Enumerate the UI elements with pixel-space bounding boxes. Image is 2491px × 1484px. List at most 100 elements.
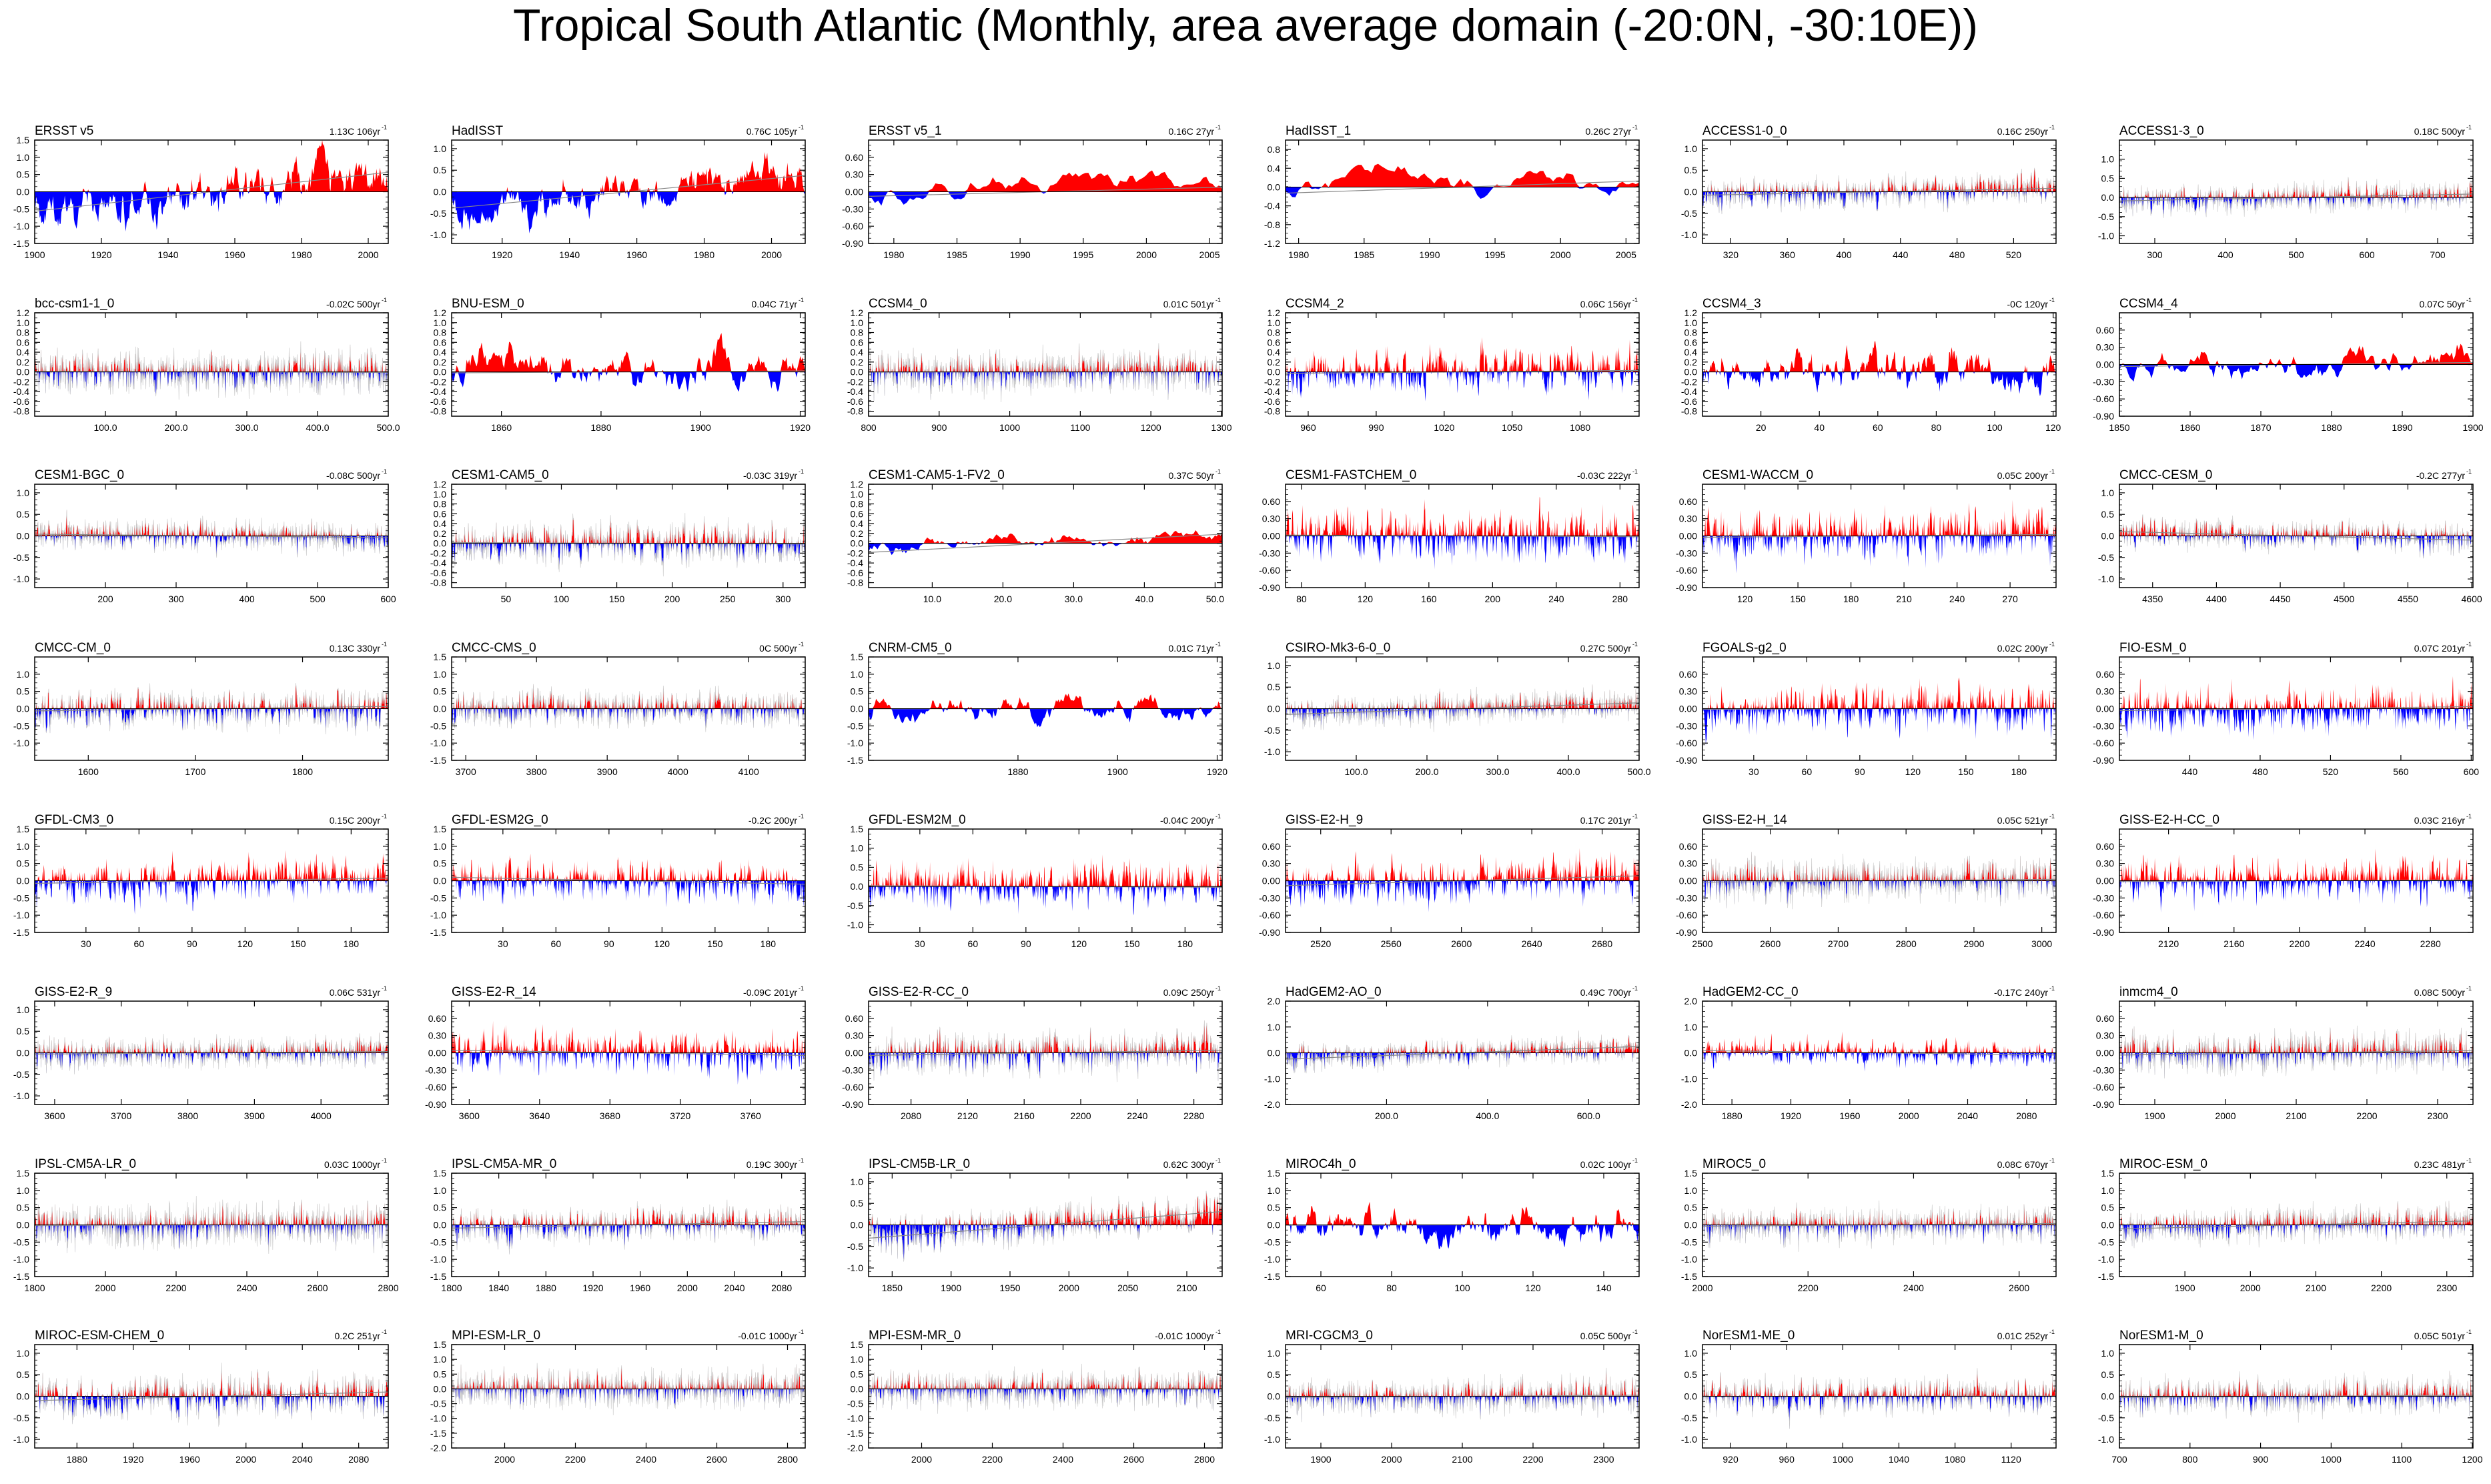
trend-unit-sup-giss-e2-h-cc-0: -1 <box>2466 813 2472 820</box>
trend-value-bnu-esm-0: 0.04C <box>752 299 779 309</box>
y-tick-label-cesm1-fastchem-0-0: -0.90 <box>1259 582 1280 593</box>
trend-period-fio-esm-0: 201yr <box>2442 643 2465 654</box>
series-negative-noresm1-me-0 <box>1702 1395 2057 1429</box>
trend-period-ccsm4-2: 156yr <box>1608 299 1631 309</box>
trend-period-mpi-esm-lr-0: 1000yr <box>769 1331 797 1341</box>
x-tick-label-cesm1-waccm-0-5: 270 <box>2002 594 2018 604</box>
series-positive-access1-3-0 <box>2119 177 2474 199</box>
y-tick-label-ipsl-cm5a-lr-0-1: -1.0 <box>13 1254 29 1265</box>
trend-value-access1-3-0: 0.18C <box>2414 126 2442 137</box>
series-negative-ccsm4-4 <box>2119 364 2473 382</box>
x-tick-label-ersst-v5-1-1: 1985 <box>947 249 967 260</box>
y-tick-label-giss-e2-h-9-3: 0.00 <box>1262 876 1280 886</box>
x-tick-label-ipsl-cm5a-mr-0-1: 1840 <box>488 1283 509 1293</box>
panel-title-cesm1-cam5-1-fv2-0: CESM1-CAM5-1-FV2_0 <box>869 468 1005 482</box>
y-tick-label-miroc-esm-chem-0-2: 0.0 <box>17 1391 30 1402</box>
x-tick-label-cesm1-waccm-0-3: 210 <box>1896 594 1912 604</box>
y-tick-label-ccsm4-2-5: 0.2 <box>1268 357 1281 367</box>
x-tick-label-cmcc-cesm-0-3: 4500 <box>2334 594 2354 604</box>
y-tick-label-bnu-esm-0-8: 0.8 <box>434 327 447 338</box>
series-negative-hadgem2-cc-0 <box>1702 1052 2056 1072</box>
y-tick-label-fgoals-g2-0-0: -0.90 <box>1676 755 1697 766</box>
trend-unit-sup-access1-0-0: -1 <box>2049 124 2055 131</box>
y-tick-label-miroc5-0-0: -1.5 <box>1681 1271 1697 1282</box>
panel-ipsl-cm5b-lr-0: -1.0 -0.5 0.0 0.5 1.0 1850 1900 1950 2000 2050 210… <box>847 1157 1223 1293</box>
trend-period-inmcm4-0: 500yr <box>2442 987 2465 998</box>
x-tick-label-ipsl-cm5b-lr-0-4: 2050 <box>1117 1283 1138 1293</box>
y-tick-label-gfdl-esm2g-0-2: -0.5 <box>430 892 446 903</box>
series-positive-mri-cgcm3-0 <box>1286 1367 1640 1397</box>
x-tick-label-gfdl-esm2g-0-3: 120 <box>654 938 670 949</box>
panel-ccsm4-0: -0.8-0.6-0.4-0.20.00.20.40.60.81.01.2 800… <box>847 297 1232 433</box>
trend-period-cmcc-cms-0: 500yr <box>774 643 797 654</box>
y-tick-label-miroc-esm-chem-0-3: 0.5 <box>17 1369 30 1380</box>
trend-unit-sup-giss-e2-r-cc-0: -1 <box>1215 985 1221 992</box>
panel-title-ccsm4-3: CCSM4_3 <box>1702 297 1761 311</box>
y-tick-label-cesm1-cam5-1-fv2-0-6: 0.4 <box>851 518 864 529</box>
series-negative-fio-esm-0 <box>2119 708 2473 740</box>
y-tick-label-ccsm4-0-0: -0.8 <box>847 406 863 417</box>
series-negative-cmcc-cms-0 <box>452 708 806 732</box>
y-tick-label-ipsl-cm5a-lr-0-4: 0.5 <box>17 1203 30 1213</box>
series-positive-hadisst-1 <box>1286 163 1639 187</box>
x-tick-label-cesm1-cam5-0-1: 100 <box>554 594 570 604</box>
series-negative-gfdl-esm2m-0 <box>869 886 1222 916</box>
series-positive-hadgem2-ao-0 <box>1286 1030 1640 1054</box>
x-tick-label-access1-0-0-1: 360 <box>1780 249 1796 260</box>
y-tick-label-csiro-mk3-6-0-0-2: 0.0 <box>1268 704 1281 714</box>
panel-title-giss-e2-h-cc-0: GISS-E2-H-CC_0 <box>2119 813 2219 827</box>
trend-period-gfdl-esm2m-0: 200yr <box>1191 815 1214 826</box>
y-tick-label-cesm1-cam5-1-fv2-0-10: 1.2 <box>851 479 864 490</box>
x-tick-label-giss-e2-h-cc-0-3: 2240 <box>2354 938 2375 949</box>
y-tick-label-fio-esm-0-2: -0.30 <box>2093 720 2114 731</box>
series-negative-access1-3-0 <box>2119 197 2474 218</box>
series-positive-miroc-esm-0 <box>2119 1201 2474 1226</box>
y-tick-label-ersst-v5-1-4: 0.30 <box>845 169 863 180</box>
y-tick-label-bcc-csm1-1-0-1: -0.6 <box>13 396 29 407</box>
trend-value-ccsm4-2: 0.06C <box>1580 299 1608 309</box>
y-tick-label-cmcc-cesm-0-1: -0.5 <box>2098 552 2114 563</box>
x-tick-label-hadisst-3: 1980 <box>694 249 714 260</box>
series-positive-ipsl-cm5a-mr-0 <box>452 1199 805 1226</box>
y-tick-label-ccsm4-2-9: 1.0 <box>1268 317 1281 328</box>
y-tick-label-ccsm4-0-4: 0.0 <box>851 367 864 378</box>
trend-value-cesm1-waccm-0: 0.05C <box>1997 470 2025 481</box>
x-tick-label-mpi-esm-mr-0-2: 2400 <box>1053 1454 1073 1465</box>
x-tick-label-ccsm4-3-3: 80 <box>1931 422 1942 433</box>
y-tick-label-giss-e2-r-14-1: -0.60 <box>425 1082 446 1092</box>
trend-unit-sup-csiro-mk3-6-0-0: -1 <box>1632 641 1638 648</box>
y-tick-label-cesm1-waccm-0-2: -0.30 <box>1676 548 1697 558</box>
x-tick-label-miroc5-0-1: 2200 <box>1798 1283 1819 1293</box>
x-tick-label-access1-3-0-1: 400 <box>2217 249 2233 260</box>
x-tick-label-ipsl-cm5b-lr-0-1: 1900 <box>941 1283 961 1293</box>
trend-value-cesm1-cam5-0: -0.03C <box>743 470 774 481</box>
x-tick-label-mpi-esm-lr-0-1: 2200 <box>565 1454 586 1465</box>
y-tick-label-hadisst-1-1: -0.8 <box>1264 219 1280 230</box>
x-tick-label-ipsl-cm5a-mr-0-3: 1920 <box>582 1283 603 1293</box>
y-tick-label-mpi-esm-mr-0-2: -1.0 <box>847 1413 863 1424</box>
trend-stat-cesm1-waccm-0: 0.05C 200yr <box>1997 470 2049 481</box>
trend-stat-ipsl-cm5a-mr-0: 0.19C 300yr <box>746 1159 798 1170</box>
x-tick-label-giss-e2-h-14-0: 2500 <box>1692 938 1712 949</box>
panel-cmcc-cesm-0: -1.0 -0.5 0.0 0.5 1.0 4350 4400 4450 4500 4550 460… <box>2098 468 2482 604</box>
trend-stat-ccsm4-0: 0.01C 501yr <box>1163 299 1215 309</box>
y-tick-label-bcc-csm1-1-0-4: 0.0 <box>17 367 30 378</box>
series-negative-mri-cgcm3-0 <box>1285 1395 1639 1423</box>
trend-stat-inmcm4-0: 0.08C 500yr <box>2414 987 2466 998</box>
y-tick-label-csiro-mk3-6-0-0-1: -0.5 <box>1264 725 1280 736</box>
series-positive-cesm1-bgc-0 <box>34 510 388 537</box>
trend-period-cnrm-cm5-0: 71yr <box>1196 643 1215 654</box>
panel-title-hadgem2-ao-0: HadGEM2-AO_0 <box>1286 985 1382 999</box>
panel-fgoals-g2-0: -0.90 -0.60 -0.30 0.00 0.30 0.60 30 60 90 120 150 1… <box>1676 641 2057 777</box>
x-tick-label-giss-e2-h-14-3: 2800 <box>1896 938 1917 949</box>
x-tick-label-gfdl-esm2m-0-3: 120 <box>1071 938 1087 949</box>
panel-noresm1-m-0: -1.0 -0.5 0.0 0.5 1.0 700 800 900 1000 1100 1200 No… <box>2098 1329 2483 1465</box>
y-tick-label-noresm1-m-0-1: -0.5 <box>2098 1413 2114 1423</box>
panel-ersst-v5: -1.5 -1.0 -0.5 0.0 0.5 1.0 1.5 1900 1920 1940 1960… <box>13 124 389 260</box>
trend-stat-miroc5-0: 0.08C 670yr <box>1997 1159 2049 1170</box>
trend-value-cesm1-bgc-0: -0.08C <box>326 470 357 481</box>
trend-unit-sup-ipsl-cm5a-lr-0: -1 <box>382 1157 387 1164</box>
x-tick-label-fgoals-g2-0-4: 150 <box>1958 766 1974 777</box>
trend-unit-sup-giss-e2-h-9: -1 <box>1632 813 1638 820</box>
y-tick-label-hadgem2-ao-0-3: 1.0 <box>1268 1022 1281 1032</box>
